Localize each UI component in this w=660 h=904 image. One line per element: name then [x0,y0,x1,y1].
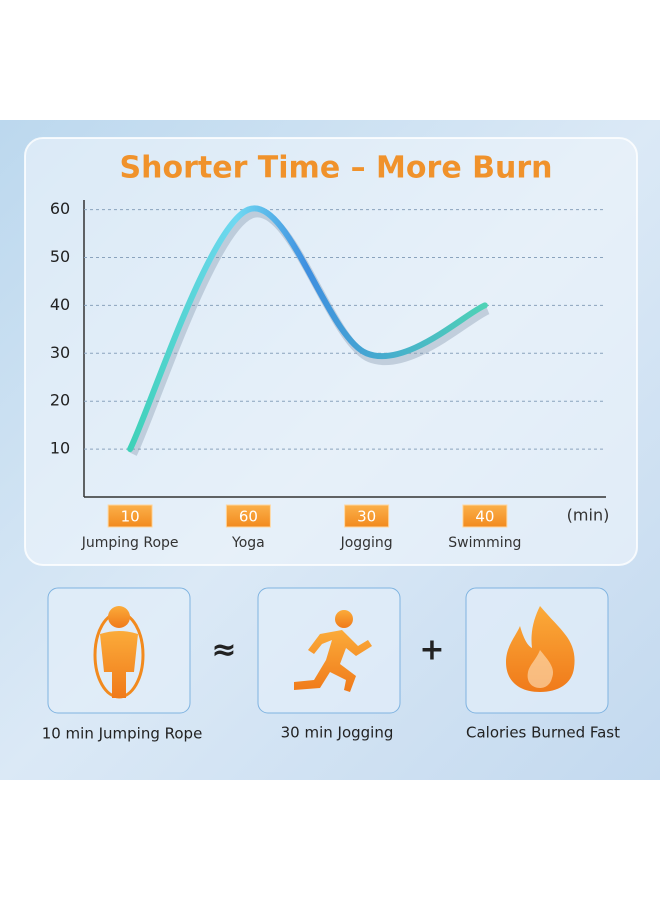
y-tick-label: 60 [50,199,70,218]
y-tick-label: 10 [50,439,70,458]
jump-rope-icon [93,606,145,699]
y-tick-label: 20 [50,391,70,410]
value-badge [225,504,271,528]
item-label: 30 min Jogging [281,724,394,742]
x-tick-label: Swimming [448,535,521,551]
value-label: 40 [475,508,494,526]
operator: + [419,633,444,668]
line [127,205,488,453]
item-label: Calories Burned Fast [466,724,620,742]
chart-title: Shorter Time – More Burn [120,151,553,186]
value-label: 30 [357,508,376,526]
y-tick-label: 50 [50,247,70,266]
item-label: 10 min Jumping Rope [42,725,203,743]
value-badge [344,504,390,528]
value-label: 60 [239,508,258,526]
value-badge [107,504,153,528]
x-tick-label: Jogging [340,535,393,551]
x-axis-unit: (min) [567,506,610,525]
chart-card [24,137,638,566]
value-badge [462,504,508,528]
y-tick-label: 40 [50,295,70,314]
y-tick-label: 30 [50,343,70,362]
value-label: 10 [121,508,140,526]
flame-icon [506,606,575,692]
x-tick-label: Yoga [231,535,265,551]
x-tick-label: Jumping Rope [81,535,179,551]
operator: ≈ [211,633,236,668]
runner-icon [294,610,372,692]
